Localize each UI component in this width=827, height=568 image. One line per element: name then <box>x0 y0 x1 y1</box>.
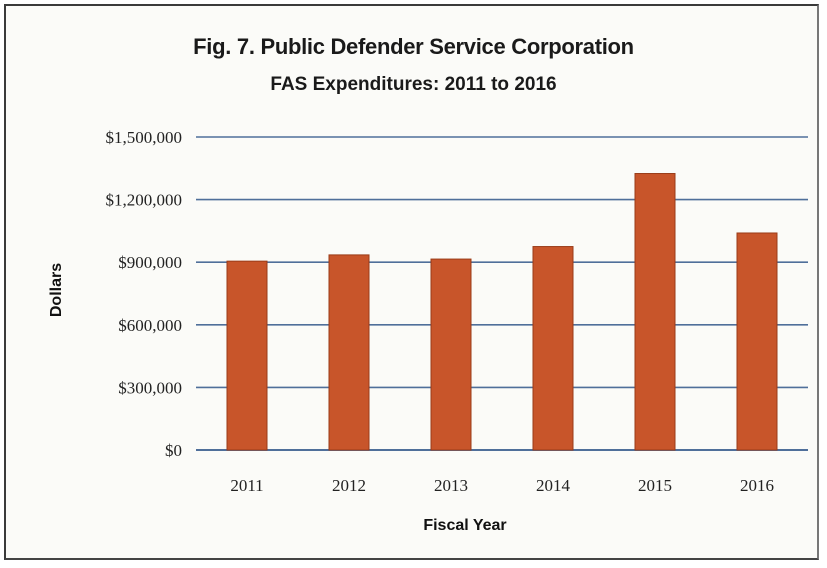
gridlines <box>196 136 808 451</box>
chart-frame <box>4 4 819 560</box>
y-tick-label: $0 <box>165 441 182 460</box>
x-axis-label: Fiscal Year <box>423 517 506 534</box>
y-tick-label: $900,000 <box>118 253 182 272</box>
y-tick-label: $600,000 <box>118 316 182 335</box>
y-tick-labels: $0 $300,000 $600,000 $900,000 $1,200,000 $1,5… <box>106 128 183 460</box>
bar-2012 <box>328 254 370 451</box>
x-tick-label: 2013 <box>434 476 468 495</box>
y-tick-label: $1,200,000 <box>106 191 183 210</box>
x-tick-label: 2016 <box>740 476 774 495</box>
bar-2015 <box>634 173 676 451</box>
y-axis-label: Dollars <box>48 263 65 317</box>
x-tick-label: 2012 <box>332 476 366 495</box>
x-tick-labels: 2011 2012 2013 2014 2015 2016 <box>230 476 774 495</box>
bar-2014 <box>532 246 574 451</box>
x-tick-label: 2011 <box>230 476 263 495</box>
y-tick-label: $300,000 <box>118 378 182 397</box>
chart-subtitle: FAS Expenditures: 2011 to 2016 <box>270 74 557 95</box>
bar-2013 <box>430 258 472 451</box>
y-tick-label: $1,500,000 <box>106 128 183 147</box>
x-tick-label: 2014 <box>536 476 571 495</box>
bar-2016 <box>736 232 778 451</box>
bars <box>226 173 778 451</box>
chart-title: Fig. 7. Public Defender Service Corporat… <box>193 34 634 59</box>
x-tick-label: 2015 <box>638 476 672 495</box>
bar-2011 <box>226 260 268 451</box>
